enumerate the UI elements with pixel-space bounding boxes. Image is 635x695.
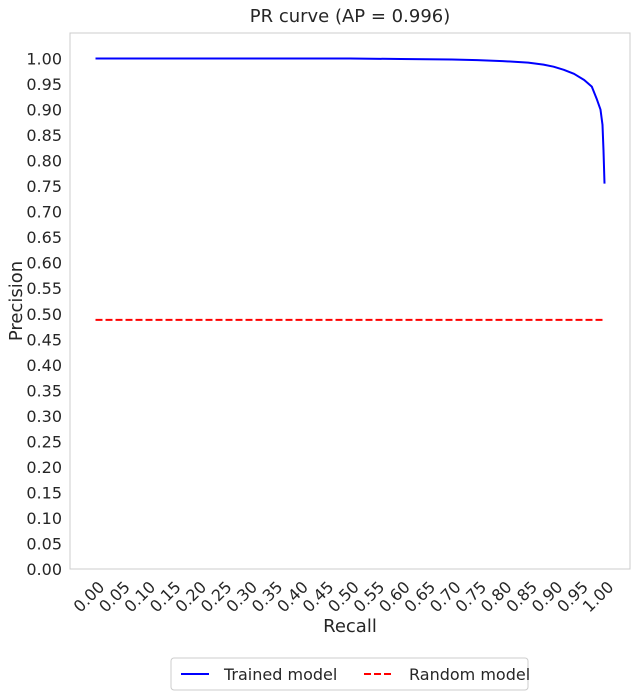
y-axis-label: Precision bbox=[6, 261, 27, 341]
y-tick-label: 0.35 bbox=[26, 381, 62, 400]
series-line-trained-model bbox=[95, 57, 606, 184]
y-tick-label: 0.85 bbox=[26, 126, 62, 145]
y-tick-label: 0.55 bbox=[26, 279, 62, 298]
y-tick-label: 0.20 bbox=[26, 458, 62, 477]
legend-label-random-model: Random model bbox=[409, 665, 530, 684]
y-tick-label: 0.80 bbox=[26, 152, 62, 171]
y-tick-label: 0.60 bbox=[26, 254, 62, 273]
series-lines bbox=[95, 57, 606, 321]
y-tick-label: 0.00 bbox=[26, 560, 62, 579]
y-tick-labels: 0.00 0.05 0.10 0.15 0.20 0.25 0.30 0.35 0.40 0.45… bbox=[26, 50, 62, 579]
x-tick-labels: 0.000.050.100.150.200.250.300.350.400.45… bbox=[70, 577, 618, 616]
y-tick-label: 0.75 bbox=[26, 177, 62, 196]
y-tick-label: 0.10 bbox=[26, 509, 62, 528]
legend-label-trained-model: Trained model bbox=[223, 665, 337, 684]
legend: Trained model Random model bbox=[170, 657, 530, 691]
y-tick-label: 1.00 bbox=[26, 50, 62, 69]
y-tick-label: 0.70 bbox=[26, 203, 62, 222]
y-tick-label: 0.15 bbox=[26, 483, 62, 502]
y-tick-label: 0.95 bbox=[26, 75, 62, 94]
y-tick-label: 0.45 bbox=[26, 330, 62, 349]
y-tick-label: 0.05 bbox=[26, 534, 62, 553]
plot-area-frame bbox=[69, 32, 631, 570]
y-tick-label: 0.25 bbox=[26, 432, 62, 451]
y-tick-label: 0.40 bbox=[26, 356, 62, 375]
x-tick-label: 1.00 bbox=[579, 577, 618, 616]
y-tick-label: 0.30 bbox=[26, 407, 62, 426]
y-tick-label: 0.65 bbox=[26, 228, 62, 247]
x-axis-label: Recall bbox=[323, 616, 377, 637]
chart-title: PR curve (AP = 0.996) bbox=[250, 6, 451, 27]
y-tick-label: 0.50 bbox=[26, 305, 62, 324]
y-tick-label: 0.90 bbox=[26, 101, 62, 120]
legend-box bbox=[170, 657, 529, 691]
